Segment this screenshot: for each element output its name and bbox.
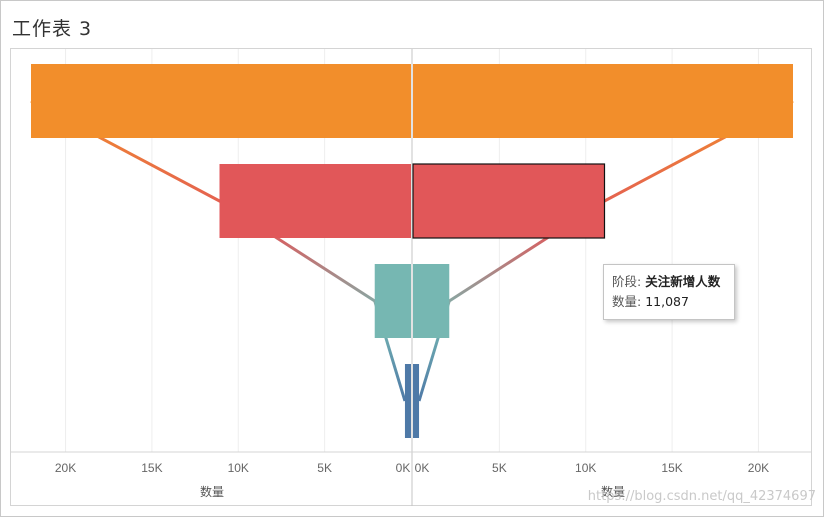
bar-left-1[interactable] <box>219 164 411 238</box>
bar-right-1[interactable] <box>412 163 606 239</box>
trend-line-left <box>30 99 407 402</box>
tick-label-left-2: 10K <box>228 461 249 475</box>
tooltip-count-value: 11,087 <box>645 294 689 309</box>
x-axis-title-left: 数量 <box>200 484 224 499</box>
bar-left-0[interactable] <box>31 64 411 138</box>
x-axis-title-right: 数量 <box>601 484 625 499</box>
worksheet-title: 工作表 3 <box>12 18 93 40</box>
tick-label-left-3: 5K <box>317 461 332 475</box>
watermark: https://blog.csdn.net/qq_42374697 <box>587 489 816 504</box>
bar-right-2[interactable] <box>413 264 450 338</box>
hover-tooltip: 阶段: 关注新增人数 数量: 11,087 <box>603 264 735 320</box>
axes: 20K 15K 10K 5K 0K 0K 5K 10K 15K 20K 数量 数量 <box>11 49 811 506</box>
bar-right-3[interactable] <box>413 364 420 438</box>
tooltip-stage-label: 阶段: <box>612 274 642 289</box>
trend-lines <box>30 99 794 402</box>
bar-left-3[interactable] <box>404 364 411 438</box>
tooltip-stage-value: 关注新增人数 <box>645 274 721 289</box>
tooltip-stage-row: 阶段: 关注新增人数 <box>612 272 726 292</box>
tooltip-count-row: 数量: 11,087 <box>612 292 726 312</box>
tick-label-right-0: 0K <box>415 461 430 475</box>
bars <box>31 64 793 438</box>
tick-label-left-4: 0K <box>396 461 411 475</box>
tooltip-count-label: 数量: <box>612 294 642 309</box>
tick-label-right-4: 20K <box>748 461 769 475</box>
plot-area <box>10 48 812 506</box>
bar-left-2[interactable] <box>374 264 411 338</box>
tick-label-left-0: 20K <box>55 461 76 475</box>
tick-label-left-1: 15K <box>141 461 162 475</box>
trend-line-right <box>417 99 794 402</box>
tick-label-right-1: 5K <box>492 461 507 475</box>
tick-label-right-2: 10K <box>575 461 596 475</box>
bar-right-0[interactable] <box>413 64 793 138</box>
tick-label-right-3: 15K <box>661 461 682 475</box>
